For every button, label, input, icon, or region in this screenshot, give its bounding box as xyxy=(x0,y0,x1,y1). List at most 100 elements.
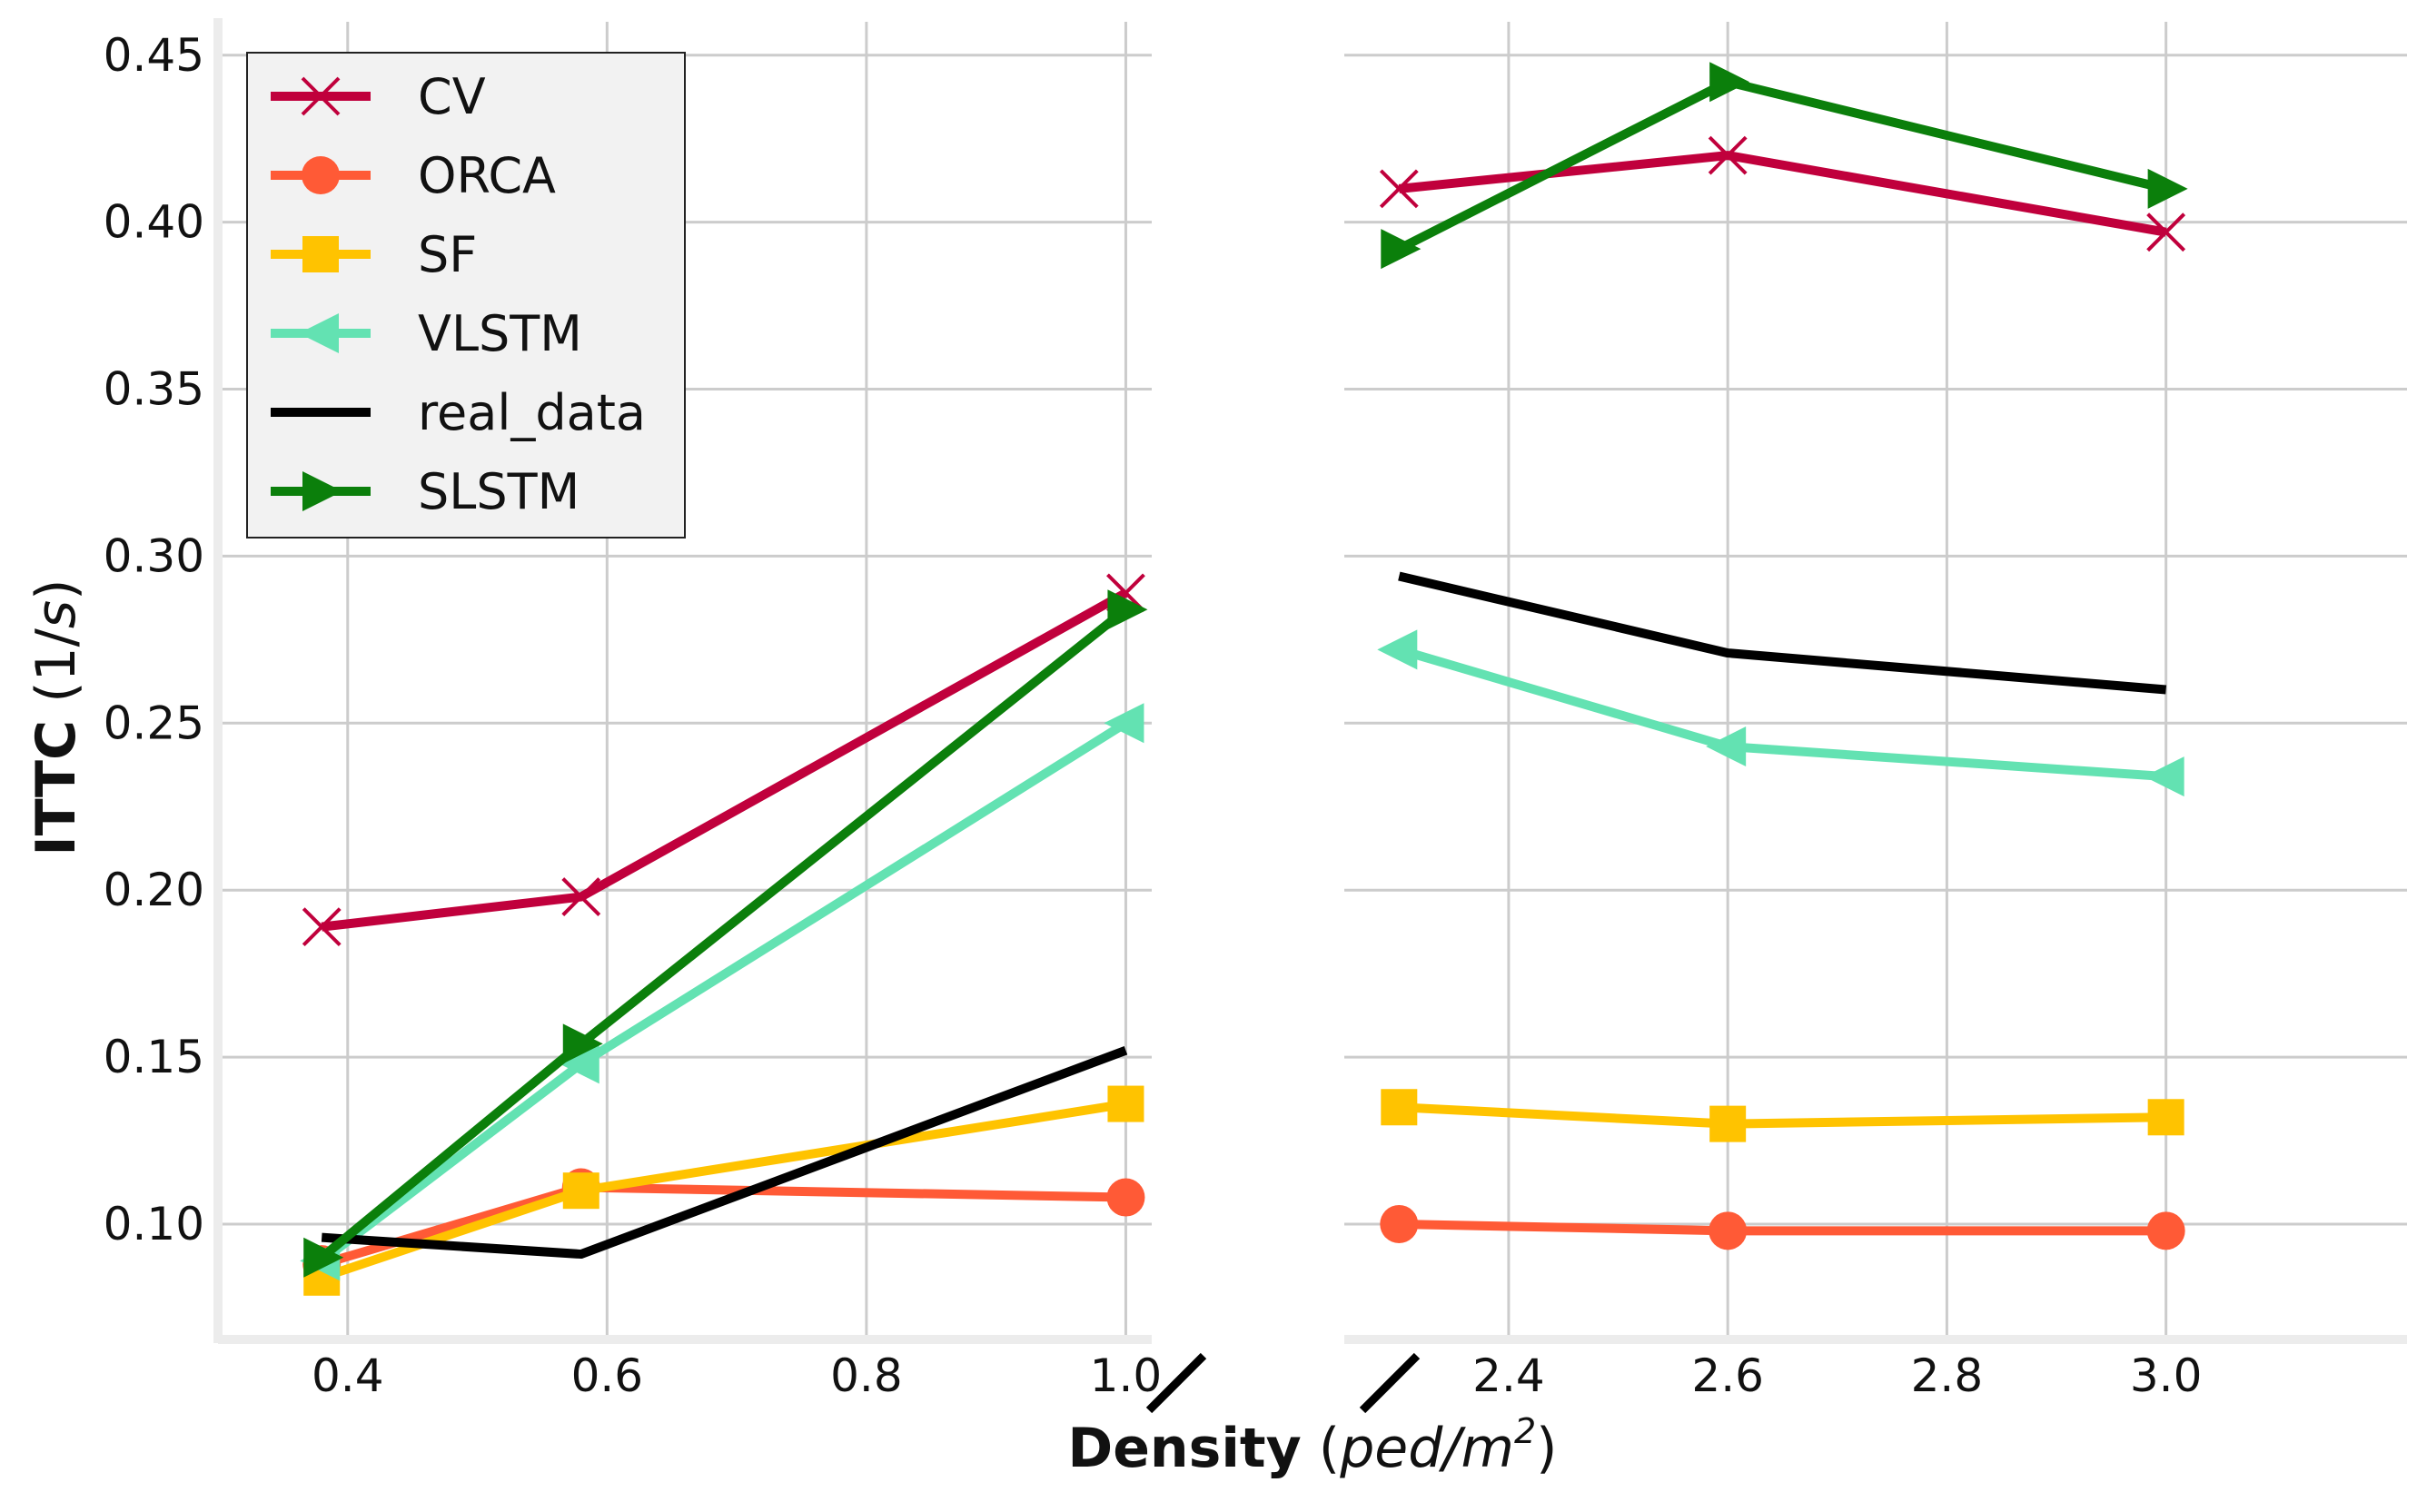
x-tick-label: 2.4 xyxy=(1472,1349,1545,1402)
legend-entry: SLSTM xyxy=(271,463,580,520)
x-marker-stroke xyxy=(2146,212,2186,252)
series-layer xyxy=(300,62,2188,1296)
x-tick-label: 0.6 xyxy=(571,1349,644,1402)
x-axis-title-unit-open: ( xyxy=(1302,1417,1340,1480)
series-panel-group xyxy=(1377,629,2184,797)
y-axis-title: ITTC (1/s) xyxy=(25,578,88,855)
square-marker xyxy=(562,1172,599,1210)
axis-break-mark xyxy=(1145,1352,1207,1414)
triangle-right-marker xyxy=(303,1237,344,1278)
y-tick-label: 0.45 xyxy=(104,29,204,82)
triangle-left-marker xyxy=(1377,629,1418,670)
legend-entry: ORCA xyxy=(271,147,556,204)
y-tick-label: 0.25 xyxy=(104,697,204,749)
legend-entry: real_data xyxy=(271,384,646,441)
square-marker xyxy=(2147,1099,2184,1136)
triangle-right-marker xyxy=(302,471,342,511)
legend-entry: CV xyxy=(271,68,486,125)
x-marker xyxy=(301,76,341,116)
series-line xyxy=(319,606,1129,1261)
square-marker xyxy=(1709,1105,1747,1142)
square-marker xyxy=(1107,1085,1144,1122)
circle-marker xyxy=(1106,1178,1145,1217)
x-marker-stroke xyxy=(301,76,341,116)
series-line xyxy=(321,1046,1128,1260)
triangle-left-marker xyxy=(2144,756,2184,797)
circle-marker xyxy=(1380,1204,1419,1243)
circle-marker xyxy=(2146,1211,2185,1250)
legend-label: CV xyxy=(418,68,486,125)
x-axis-title-unit-italic: ped/m xyxy=(1339,1417,1514,1480)
tick-labels: 0.10 0.15 0.20 0.25 0.30 0.35 0.40 0.45 0.4 0.6 0.… xyxy=(104,29,2203,1402)
x-tick-label: 1.0 xyxy=(1090,1349,1163,1402)
series-line xyxy=(1398,571,2167,695)
legend-label: SLSTM xyxy=(418,463,580,520)
x-marker-stroke xyxy=(1379,169,1419,209)
y-tick-label: 0.35 xyxy=(104,363,204,416)
x-axis-title: Density (ped/m2) xyxy=(1067,1411,1557,1480)
axis-break-mark xyxy=(1359,1352,1421,1414)
series-line xyxy=(1399,1102,2166,1129)
square-marker xyxy=(302,236,339,272)
axes-layer xyxy=(213,18,2407,1414)
series-VLSTM xyxy=(300,629,2184,1281)
series-panel-group xyxy=(1398,571,2167,695)
series-line xyxy=(1397,645,2166,782)
y-axis-title-unit-close: ) xyxy=(25,578,88,599)
triangle-right-marker xyxy=(1381,229,1422,270)
series-SF xyxy=(303,1085,2184,1296)
series-line xyxy=(319,719,1129,1265)
series-panel-group xyxy=(1381,62,2188,270)
triangle-right-marker xyxy=(562,1023,603,1064)
x-axis-title-bold: Density xyxy=(1067,1417,1301,1480)
x-tick-label: 2.6 xyxy=(1691,1349,1764,1402)
triangle-left-marker xyxy=(559,1043,599,1084)
y-tick-label: 0.20 xyxy=(104,864,204,916)
legend-label: real_data xyxy=(418,384,646,441)
series-panel-group xyxy=(1381,1089,2184,1142)
legend-box xyxy=(246,52,686,539)
triangle-right-marker xyxy=(2147,168,2188,209)
y-tick-label: 0.15 xyxy=(104,1031,204,1083)
y-axis-title-unit-italic: s xyxy=(25,600,88,628)
legend-label: ORCA xyxy=(418,147,556,204)
triangle-right-marker xyxy=(1709,62,1750,103)
x-marker xyxy=(1708,135,1748,175)
x-tick-label: 3.0 xyxy=(2130,1349,2203,1402)
x-tick-label: 0.8 xyxy=(830,1349,903,1402)
series-line xyxy=(321,588,1128,932)
legend: CV ORCA SF VLSTM real_data SLSTM xyxy=(246,52,686,539)
x-marker xyxy=(302,907,342,947)
series-SLSTM xyxy=(303,62,2188,1278)
series-CV xyxy=(302,135,2186,947)
x-axis-title-unit-sup: 2 xyxy=(1514,1411,1536,1451)
circle-marker xyxy=(302,156,340,194)
legend-label: SF xyxy=(418,226,477,283)
series-panel-group xyxy=(1379,135,2186,252)
circle-marker xyxy=(1709,1211,1748,1250)
x-marker-stroke xyxy=(302,907,342,947)
y-axis-title-unit-open: (1/ xyxy=(25,628,88,720)
square-marker xyxy=(1381,1089,1418,1126)
x-axis-title-unit-close: ) xyxy=(1536,1417,1557,1480)
series-panel-group xyxy=(302,1168,1145,1284)
triangle-left-marker xyxy=(1706,726,1747,767)
x-marker-stroke xyxy=(1708,135,1748,175)
x-marker xyxy=(561,877,601,916)
y-tick-label: 0.40 xyxy=(104,196,204,249)
x-tick-label: 2.8 xyxy=(1911,1349,1984,1402)
x-marker-stroke xyxy=(561,877,601,916)
legend-entry: SF xyxy=(271,226,477,283)
y-tick-label: 0.30 xyxy=(104,529,204,582)
x-tick-label: 0.4 xyxy=(312,1349,384,1402)
triangle-right-marker xyxy=(1107,589,1148,630)
series-panel-group xyxy=(1380,1204,2185,1250)
triangle-left-marker xyxy=(299,313,339,353)
x-marker xyxy=(1379,169,1419,209)
legend-entries: CV ORCA SF VLSTM real_data SLSTM xyxy=(271,68,646,520)
y-tick-label: 0.10 xyxy=(104,1198,204,1250)
triangle-left-marker xyxy=(1104,703,1144,744)
x-marker xyxy=(2146,212,2186,252)
series-panel-group xyxy=(303,589,1148,1278)
